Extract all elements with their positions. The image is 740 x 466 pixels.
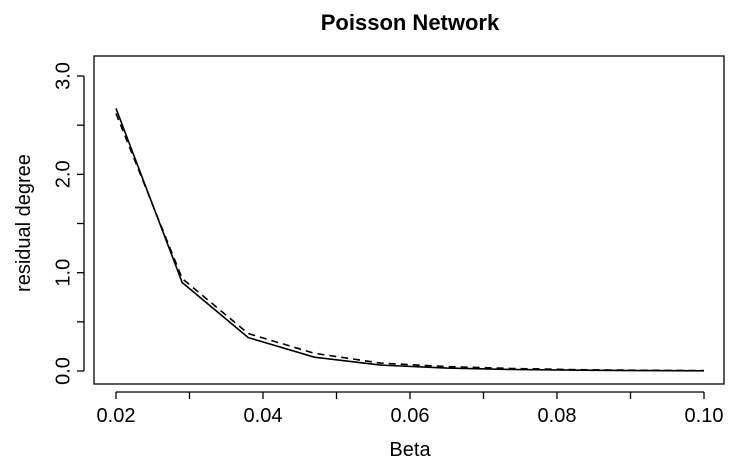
y-tick-label: 2.0 — [52, 160, 74, 188]
y-tick-label: 3.0 — [52, 62, 74, 90]
x-axis-label: Beta — [389, 439, 431, 461]
x-tick-label: 0.08 — [538, 405, 577, 427]
x-tick-label: 0.10 — [685, 405, 724, 427]
x-axis: 0.02 0.04 0.06 0.08 0.10 — [97, 391, 724, 427]
y-axis-label: residual degree — [13, 154, 35, 292]
y-tick-label: 0.0 — [52, 357, 74, 385]
x-tick-label: 0.06 — [391, 405, 430, 427]
y-axis: 0.0 1.0 2.0 3.0 — [52, 62, 85, 385]
x-tick-label: 0.02 — [97, 405, 136, 427]
series-line-dashed — [115, 113, 705, 372]
chart-title: Poisson Network — [321, 10, 500, 35]
series-group — [115, 108, 705, 372]
series-line-solid — [115, 108, 705, 372]
y-tick-label: 1.0 — [52, 259, 74, 287]
x-tick-label: 0.04 — [244, 405, 283, 427]
plot-frame — [93, 55, 725, 385]
